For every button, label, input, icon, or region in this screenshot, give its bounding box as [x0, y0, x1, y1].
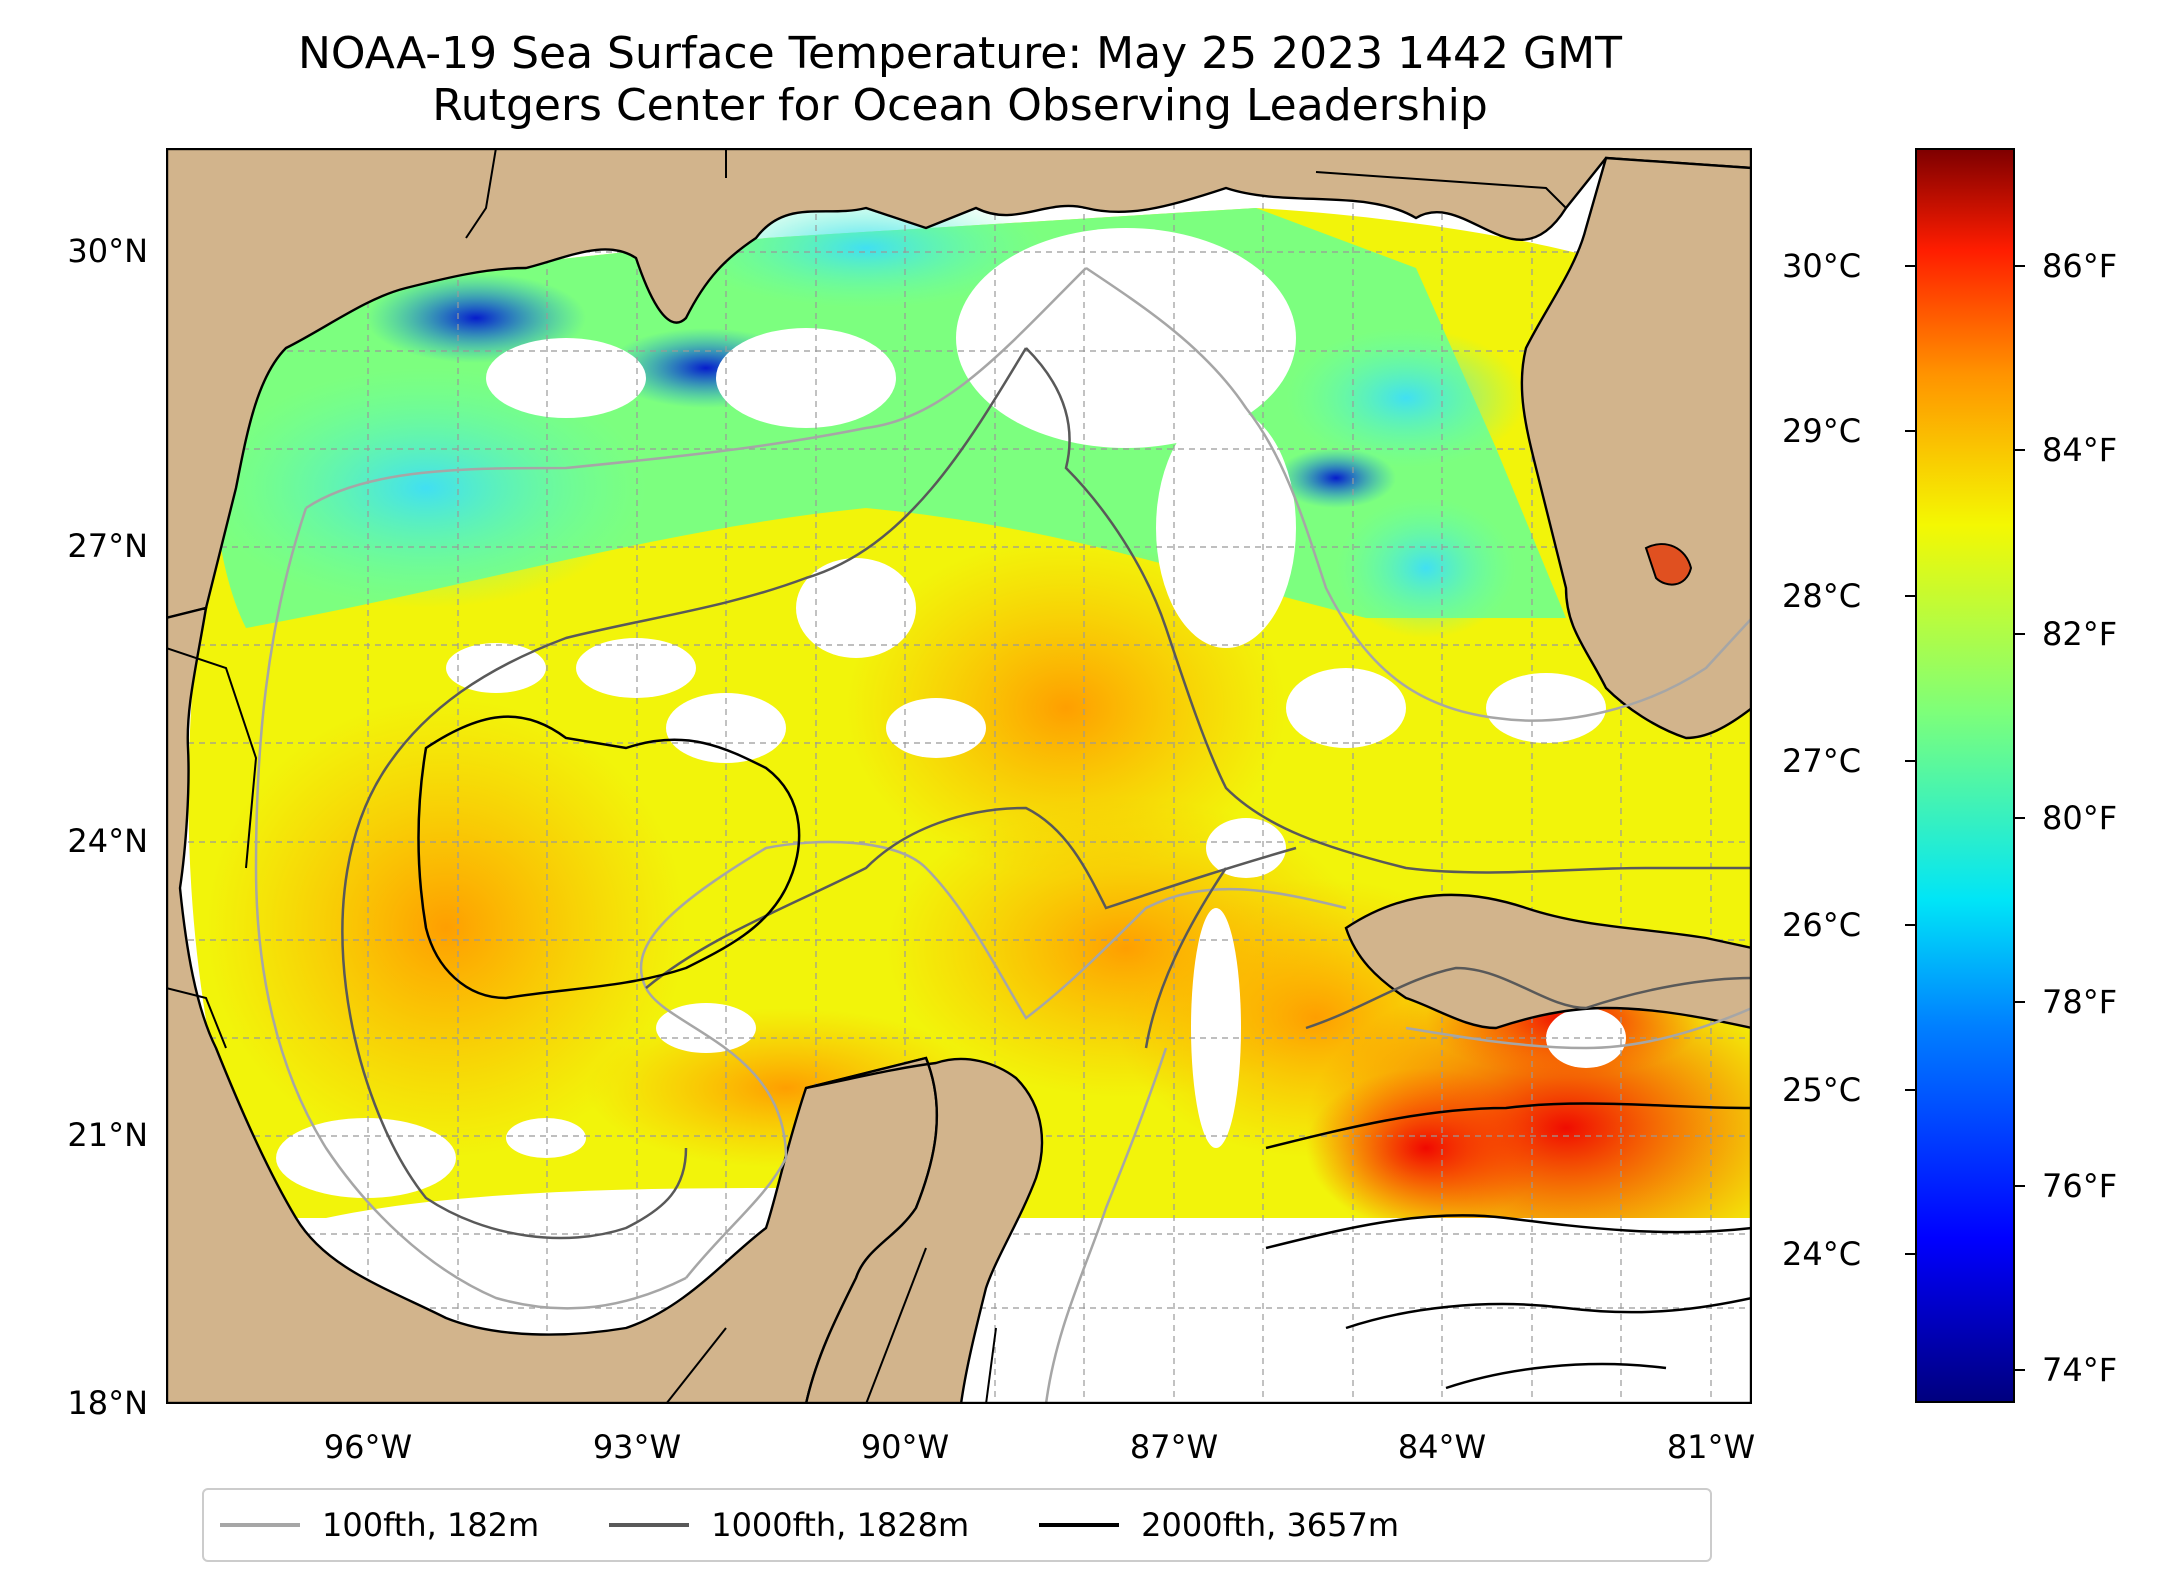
sst-map [166, 148, 1752, 1404]
chart-title: NOAA-19 Sea Surface Temperature: May 25 … [298, 28, 1622, 79]
cbar-celsius-28: 28°C [1782, 577, 1862, 615]
cbar-celsius-26: 26°C [1782, 906, 1862, 944]
colorbar-ticks [1905, 265, 2025, 1371]
lon-label-84w: 84°W [1397, 1428, 1487, 1466]
lat-label-27n: 27°N [67, 527, 148, 565]
cbar-celsius-27: 27°C [1782, 742, 1862, 780]
colorbar [1915, 148, 2015, 1403]
cbar-fahrenheit-82: 82°F [2042, 615, 2118, 653]
cbar-celsius-25: 25°C [1782, 1071, 1862, 1109]
lat-label-30n: 30°N [67, 232, 148, 270]
cbar-celsius-30: 30°C [1782, 247, 1862, 285]
lon-label-87w: 87°W [1129, 1428, 1219, 1466]
lon-label-93w: 93°W [592, 1428, 682, 1466]
legend-item-100fth: 100fth, 182m [220, 1506, 539, 1544]
legend-item-1000fth: 1000fth, 1828m [609, 1506, 969, 1544]
legend-item-2000fth: 2000fth, 3657m [1039, 1506, 1399, 1544]
contour-legend: 100fth, 182m 1000fth, 1828m 2000fth, 365… [202, 1488, 1712, 1562]
legend-label-2000fth: 2000fth, 3657m [1141, 1506, 1400, 1544]
islands [1644, 543, 1693, 586]
cbar-fahrenheit-84: 84°F [2042, 431, 2118, 469]
lat-label-18n: 18°N [67, 1384, 148, 1422]
legend-swatch-2000fth [1039, 1523, 1120, 1527]
lat-label-24n: 24°N [67, 822, 148, 860]
land [166, 148, 1752, 1404]
lon-label-81w: 81°W [1666, 1428, 1756, 1466]
chart-subtitle: Rutgers Center for Ocean Observing Leade… [432, 80, 1488, 131]
contour-2000fth [417, 715, 1752, 1390]
lon-label-90w: 90°W [860, 1428, 950, 1466]
cbar-fahrenheit-74: 74°F [2042, 1351, 2118, 1389]
cbar-celsius-24: 24°C [1782, 1235, 1862, 1273]
contour-1000fth [341, 347, 1752, 1240]
contour-100fth [254, 266, 1752, 1404]
sst-data-layer [166, 158, 1752, 1404]
cbar-celsius-29: 29°C [1782, 412, 1862, 450]
cbar-fahrenheit-80: 80°F [2042, 799, 2118, 837]
lon-label-96w: 96°W [323, 1428, 413, 1466]
cbar-fahrenheit-76: 76°F [2042, 1167, 2118, 1205]
legend-label-1000fth: 1000fth, 1828m [711, 1506, 970, 1544]
legend-label-100fth: 100fth, 182m [322, 1506, 540, 1544]
gridlines [166, 148, 1752, 1404]
borders [166, 148, 1567, 1404]
cbar-fahrenheit-86: 86°F [2042, 247, 2118, 285]
legend-swatch-100fth [220, 1523, 300, 1527]
legend-swatch-1000fth [609, 1523, 690, 1527]
lat-label-21n: 21°N [67, 1116, 148, 1154]
cbar-fahrenheit-78: 78°F [2042, 983, 2118, 1021]
